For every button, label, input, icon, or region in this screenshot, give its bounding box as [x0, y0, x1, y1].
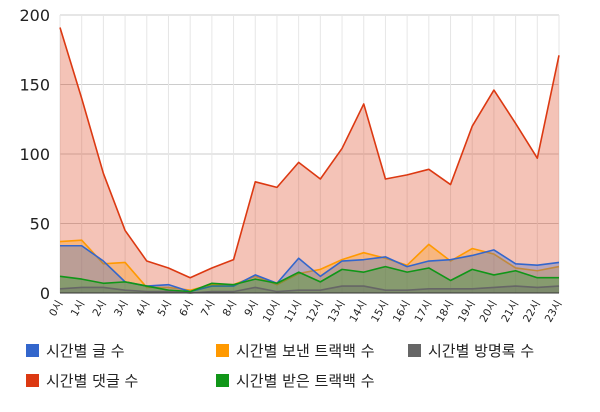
legend-swatch — [216, 344, 229, 357]
x-tick-label: 16시 — [391, 299, 413, 325]
series-area-시간별-글-수 — [60, 245, 559, 293]
legend-item: 시간별 댓글 수 — [26, 370, 138, 391]
legend-swatch — [26, 344, 39, 357]
series-area-시간별-받은-트랙백-수 — [60, 266, 559, 293]
x-tick-label: 23시 — [543, 299, 565, 325]
x-tick-label: 5시 — [156, 299, 175, 319]
x-tick-label: 10시 — [261, 299, 283, 325]
legend-item: 시간별 글 수 — [26, 340, 125, 361]
x-tick-label: 15시 — [369, 299, 391, 325]
y-tick-label: 200 — [19, 6, 50, 25]
x-tick-label: 8시 — [221, 299, 240, 319]
x-tick-label: 12시 — [304, 299, 326, 325]
legend-label: 시간별 방명록 수 — [428, 342, 535, 360]
y-tick-label: 50 — [30, 215, 50, 234]
y-tick-label: 150 — [19, 76, 50, 95]
x-tick-label: 7시 — [199, 299, 218, 319]
x-tick-label: 6시 — [177, 299, 196, 319]
x-tick-label: 22시 — [521, 299, 543, 325]
series-line-시간별-방명록-수 — [59, 285, 560, 294]
series-line-시간별-받은-트랙백-수 — [59, 265, 559, 293]
legend-item: 시간별 보낸 트랙백 수 — [216, 340, 375, 361]
x-tick-label: 19시 — [456, 299, 478, 325]
series-area-시간별-보낸-트랙백-수 — [60, 240, 559, 293]
series-line-시간별-댓글-수 — [59, 27, 560, 279]
x-tick-label: 20시 — [478, 299, 500, 325]
legend-label: 시간별 댓글 수 — [46, 372, 139, 390]
legend-swatch — [26, 374, 39, 387]
legend-label: 시간별 받은 트랙백 수 — [236, 372, 375, 390]
legend-item: 시간별 받은 트랙백 수 — [216, 370, 375, 391]
x-tick-label: 4시 — [134, 299, 153, 319]
series-area-시간별-댓글-수 — [60, 27, 559, 293]
legend-item: 시간별 방명록 수 — [408, 340, 534, 361]
x-tick-label: 3시 — [112, 299, 131, 319]
x-tick-label: 13시 — [326, 299, 348, 325]
x-tick-label: 11시 — [282, 299, 304, 325]
x-tick-label: 14시 — [347, 299, 369, 325]
legend-swatch — [216, 374, 229, 387]
legend-label: 시간별 글 수 — [46, 342, 125, 360]
series-area-시간별-방명록-수 — [60, 286, 559, 293]
y-tick-label: 0 — [40, 284, 50, 303]
x-tick-label: 17시 — [413, 299, 435, 325]
x-tick-label: 9시 — [242, 299, 261, 319]
x-tick-label: 21시 — [499, 299, 521, 325]
x-tick-label: 18시 — [434, 299, 456, 325]
x-tick-label: 1시 — [69, 299, 88, 319]
legend-label: 시간별 보낸 트랙백 수 — [236, 342, 375, 360]
y-tick-label: 100 — [19, 145, 50, 164]
legend-swatch — [408, 344, 421, 357]
series-line-시간별-보낸-트랙백-수 — [59, 239, 560, 292]
x-tick-label: 2시 — [90, 299, 109, 319]
